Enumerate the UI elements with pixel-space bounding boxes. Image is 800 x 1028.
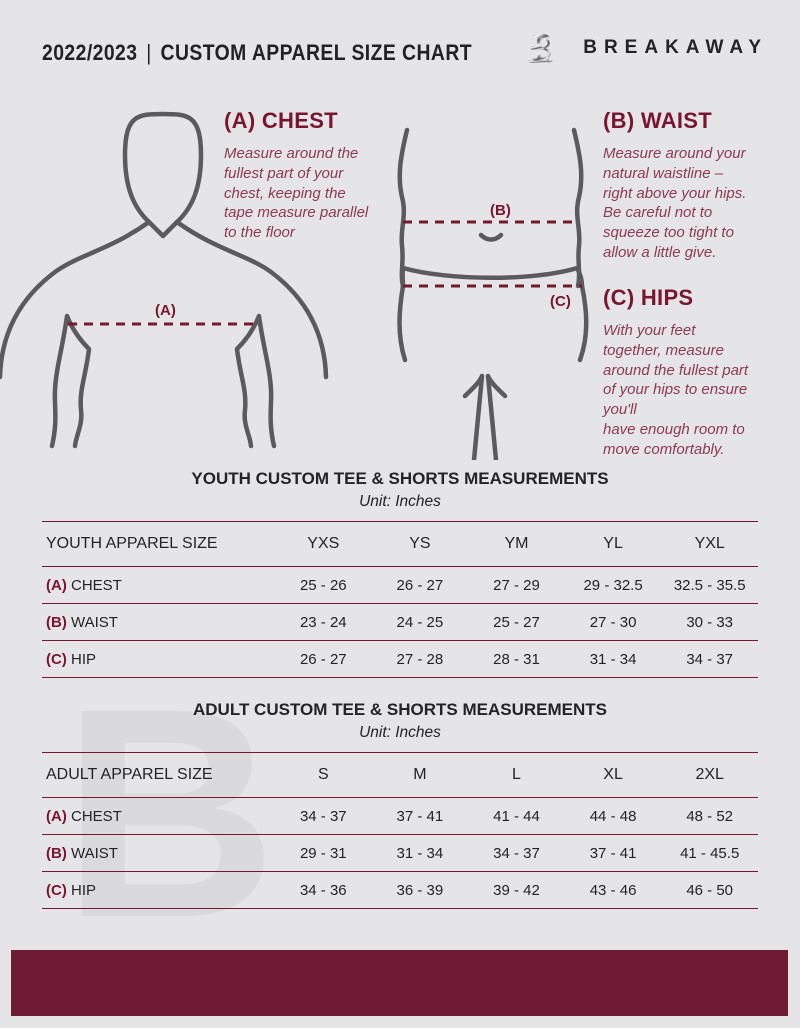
svg-text:(C): (C): [550, 293, 571, 310]
svg-text:(B): (B): [490, 202, 511, 219]
